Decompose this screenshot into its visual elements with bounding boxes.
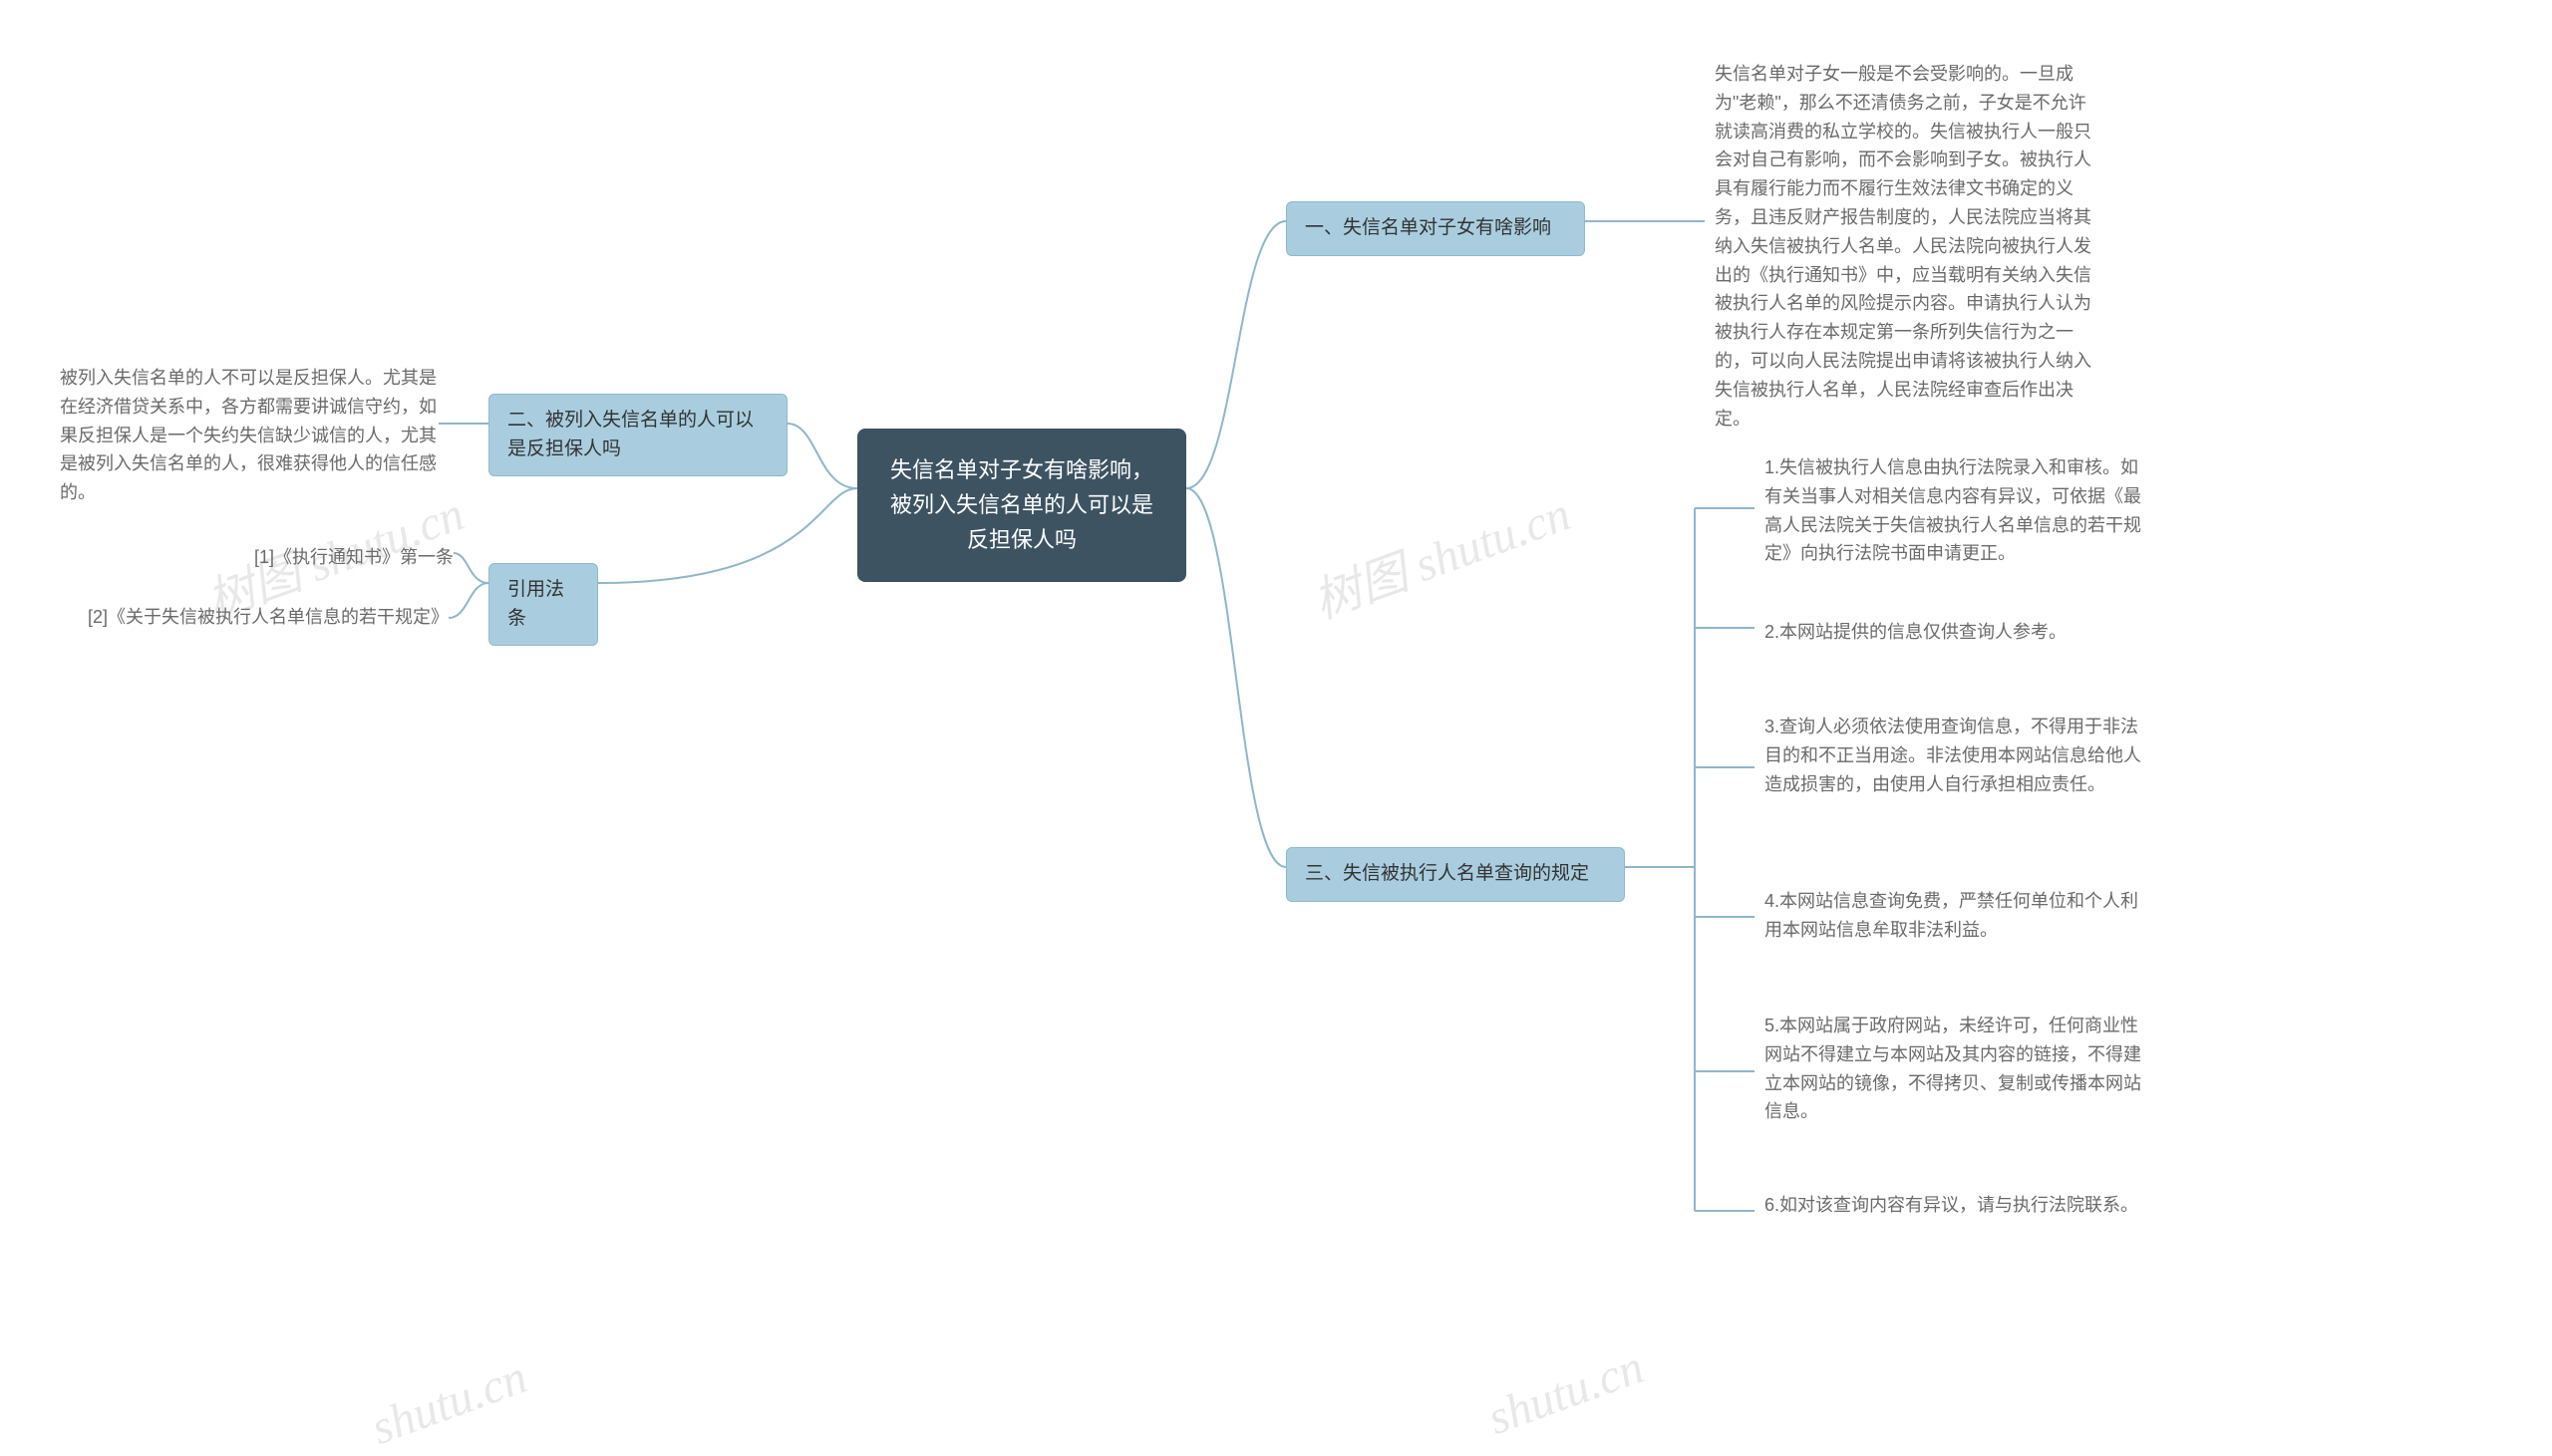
watermark: 树图 shutu.cn: [1302, 474, 1578, 632]
watermark: shutu.cn: [364, 1349, 533, 1456]
branch-l2[interactable]: 引用法条: [488, 563, 598, 646]
connectors-svg: [0, 0, 2552, 1406]
branch-r2[interactable]: 三、失信被执行人名单查询的规定: [1286, 847, 1625, 902]
leaf-r1-0: 失信名单对子女一般是不会受影响的。一旦成为"老赖"，那么不还清债务之前，子女是不…: [1715, 60, 2103, 433]
watermark: shutu.cn: [1480, 1339, 1650, 1446]
leaf-l2-1: [2]《关于失信被执行人名单信息的若干规定》: [60, 603, 449, 632]
leaf-r2-2: 3.查询人必须依法使用查询信息，不得用于非法目的和不正当用途。非法使用本网站信息…: [1764, 713, 2153, 798]
branch-l1[interactable]: 二、被列入失信名单的人可以是反担保人吗: [488, 394, 788, 476]
leaf-r2-3: 4.本网站信息查询免费，严禁任何单位和个人利用本网站信息牟取非法利益。: [1764, 887, 2153, 945]
leaf-r2-4: 5.本网站属于政府网站，未经许可，任何商业性网站不得建立与本网站及其内容的链接，…: [1764, 1012, 2153, 1126]
leaf-r2-0: 1.失信被执行人信息由执行法院录入和审核。如有关当事人对相关信息内容有异议，可依…: [1764, 453, 2153, 568]
leaf-l2-0: [1]《执行通知书》第一条: [204, 543, 454, 572]
leaf-l1-0: 被列入失信名单的人不可以是反担保人。尤其是在经济借贷关系中，各方都需要讲诚信守约…: [60, 364, 439, 507]
leaf-r2-5: 6.如对该查询内容有异议，请与执行法院联系。: [1764, 1191, 2153, 1220]
center-node[interactable]: 失信名单对子女有啥影响，被列入失信名单的人可以是反担保人吗: [857, 429, 1186, 582]
leaf-r2-1: 2.本网站提供的信息仅供查询人参考。: [1764, 618, 2153, 647]
branch-r1[interactable]: 一、失信名单对子女有啥影响: [1286, 201, 1585, 256]
